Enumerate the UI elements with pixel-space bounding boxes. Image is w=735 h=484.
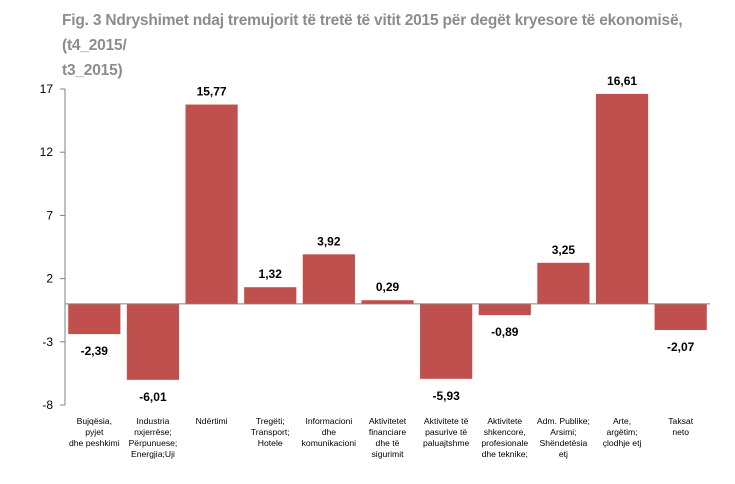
- x-category-label-line: dhe teknike;: [482, 449, 528, 459]
- y-tick-label: 17: [40, 82, 54, 96]
- x-category-label-line: paluajtshme: [423, 438, 470, 448]
- x-category-label: Taksat neto: [668, 416, 693, 437]
- x-category-label: Industria nxjerrëse; Përpunuese; Energjia;U…: [129, 416, 178, 459]
- bar-value-label: -6,01: [139, 390, 167, 404]
- y-tick-label: 7: [46, 208, 53, 222]
- x-category-label: Tregëti; Transport; Hotele: [251, 416, 290, 448]
- x-category-label-line: Transport;: [251, 427, 290, 437]
- bar: [595, 93, 649, 304]
- x-category-label-line: neto: [672, 427, 689, 437]
- x-category-label-line: Arsimi;: [550, 427, 576, 437]
- bar: [68, 303, 121, 335]
- x-category-label-line: Hotele: [258, 438, 283, 448]
- x-category-label-line: argëtim;: [607, 427, 638, 437]
- x-category-label-line: profesionale: [481, 438, 528, 448]
- x-category-label-line: Informacioni: [305, 416, 352, 426]
- y-tick-label: 2: [46, 272, 53, 286]
- chart-title: Fig. 3 Ndryshimet ndaj tremujorit të tre…: [62, 8, 702, 83]
- x-category-label: Aktivitetet financiare dhe të sigurimit: [369, 416, 407, 459]
- bar-value-label: -2,07: [667, 340, 695, 354]
- x-category-label-line: Aktivitetet: [369, 416, 407, 426]
- bar: [537, 262, 590, 304]
- x-category-label-line: sigurimit: [372, 449, 405, 459]
- x-category-label-line: Bujqësia,: [77, 416, 112, 426]
- x-category-label-line: Energjia;Uji: [131, 449, 175, 459]
- bar-value-label: -0,89: [491, 325, 519, 339]
- bar-value-label: 3,92: [317, 234, 341, 248]
- bar-value-label: 15,77: [197, 85, 227, 99]
- x-category-label-line: Arte,: [613, 416, 631, 426]
- bar: [185, 104, 238, 304]
- x-category-label-line: Ndërtimi: [196, 416, 228, 426]
- bar-value-label: -5,93: [432, 389, 460, 403]
- x-category-label-line: Aktivitete të: [424, 416, 469, 426]
- bar-value-label: 0,29: [376, 280, 400, 294]
- x-category-label-line: financiare: [369, 427, 406, 437]
- bar: [244, 287, 297, 304]
- x-category-label-line: komunikacioni: [302, 438, 357, 448]
- x-category-label: Adm. Publike; Arsimi; Shëndetësia etj: [537, 416, 590, 459]
- x-category-label-line: Shëndetësia: [540, 438, 588, 448]
- bar-value-label: -2,39: [81, 344, 109, 358]
- x-category-label: Arte, argëtim; çlodhje etj: [603, 416, 642, 448]
- x-category-label-line: Përpunuese;: [129, 438, 178, 448]
- x-category-label-line: Industria: [136, 416, 169, 426]
- y-tick-label: -3: [42, 335, 53, 349]
- bar-value-label: 3,25: [552, 243, 576, 257]
- bar-value-label: 1,32: [259, 267, 283, 281]
- chart-title-line: t3_2015): [62, 62, 123, 79]
- x-category-label-line: shkencore,: [484, 427, 526, 437]
- bar: [302, 254, 355, 304]
- x-category-label: Bujqësia, pyjet dhe peshkimi: [69, 416, 120, 448]
- x-category-label: Ndërtimi: [196, 416, 228, 426]
- bar: [478, 303, 531, 316]
- x-category-label-line: Aktivitete: [487, 416, 522, 426]
- bar: [126, 303, 180, 380]
- y-tick-label: -8: [42, 398, 53, 412]
- x-category-label-line: pasurive të: [425, 427, 467, 437]
- x-category-label-line: Adm. Publike;: [537, 416, 590, 426]
- x-category-label: Informacioni dhe komunikacioni: [302, 416, 357, 448]
- bar: [654, 303, 707, 331]
- x-category-label-line: dhe peshkimi: [69, 438, 120, 448]
- chart-title-line: Fig. 3 Ndryshimet ndaj tremujorit të tre…: [62, 12, 683, 54]
- x-category-label: Aktivitete shkencore, profesionale dhe tekn…: [481, 416, 528, 459]
- bar: [420, 303, 473, 379]
- x-category-label-line: nxjerrëse;: [134, 427, 172, 437]
- bar: [361, 300, 414, 304]
- x-category-label-line: çlodhje etj: [603, 438, 642, 448]
- x-category-label-line: pyjet: [85, 427, 104, 437]
- x-category-label-line: dhe: [322, 427, 337, 437]
- x-category-label: Aktivitete të pasurive të paluajtshme: [423, 416, 470, 448]
- x-category-label-line: Tregëti;: [256, 416, 285, 426]
- x-category-label-line: Taksat: [668, 416, 693, 426]
- bar-value-label: 16,61: [607, 74, 637, 88]
- x-category-label-line: etj: [559, 449, 568, 459]
- x-category-label-line: dhe të: [376, 438, 400, 448]
- y-tick-label: 12: [40, 145, 54, 159]
